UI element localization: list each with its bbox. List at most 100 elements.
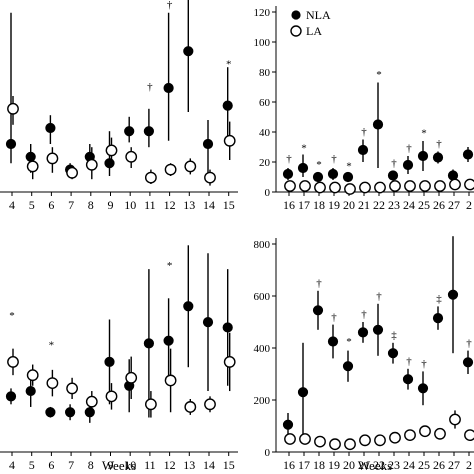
x-tick-label: 11 [144,198,156,212]
significance-marker: † [316,278,322,290]
x-tick-label: 17 [298,458,310,472]
data-point-open [389,180,401,192]
data-point-open [164,163,177,176]
x-tick-label: 27 [448,198,460,212]
y-tick-label: 200 [254,395,271,407]
data-point-open [464,429,474,441]
data-point-open [449,413,461,426]
y-tick-label: 60 [259,97,271,109]
data-point-filled [124,126,135,137]
significance-marker: * [346,161,352,173]
data-point-filled [25,385,36,397]
legend-marker-filled [291,10,301,20]
significance-marker: † [331,153,337,165]
x-tick-label: 21 [358,198,370,212]
data-point-filled [387,170,399,181]
panel-bottom-right: 16 17 18 19 20 21 22 23 24 25 26 27 20200400600800We… [254,236,474,473]
x-axis-title: Weeks [358,458,392,473]
x-tick-label: 2 [466,458,472,472]
significance-marker: † [361,309,367,321]
legend-label: NLA [306,8,331,22]
data-point-open [7,102,19,115]
data-point-open [66,382,79,395]
data-point-open [329,438,341,451]
significance-marker: ‡ [436,293,442,305]
data-point-open [314,435,326,448]
significance-marker: * [49,339,55,351]
data-point-open [374,181,386,194]
data-point-open [359,181,371,194]
significance-marker: † [391,158,397,170]
data-point-filled [387,348,399,359]
x-tick-label: 22 [373,198,385,212]
significance-marker: † [466,337,472,349]
significance-marker: * [167,260,173,272]
data-point-open [404,429,416,441]
y-tick-label: 100 [254,37,271,49]
x-axis-title: Weeks [102,458,136,473]
data-point-open [125,150,138,163]
data-point-open [144,398,157,411]
data-point-filled [183,46,194,57]
legend-marker-open [290,25,302,37]
x-tick-label: 19 [328,198,340,212]
y-tick-label: 400 [254,343,271,355]
x-tick-label: 5 [29,198,35,212]
y-tick-label: 20 [259,157,271,169]
significance-marker: * [346,336,352,348]
y-tick-label: 0 [265,447,271,459]
significance-marker: * [301,143,307,155]
x-tick-label: 8 [88,458,94,472]
data-point-open [164,374,177,387]
x-tick-label: 7 [68,198,74,212]
data-point-open [284,180,296,192]
data-point-open [125,371,138,384]
data-point-filled [282,168,294,180]
data-point-filled [143,338,154,349]
significance-marker: † [406,356,412,368]
significance-marker: † [421,358,427,370]
x-tick-label: 5 [29,458,35,472]
x-tick-label: 13 [183,458,195,472]
data-point-filled [357,327,369,338]
significance-marker: † [406,143,412,155]
x-tick-label: 24 [403,198,415,212]
data-point-filled [297,162,309,174]
data-point-filled [357,144,369,156]
data-point-open [434,180,446,192]
data-point-filled [372,324,384,335]
data-point-open [184,401,197,413]
data-point-filled [163,335,174,346]
data-point-filled [25,151,36,162]
data-point-open [105,144,118,157]
data-point-open [284,433,296,445]
data-point-open [389,431,401,444]
data-point-filled [45,407,56,418]
data-point-filled [202,138,214,150]
data-point-filled [5,138,17,150]
y-tick-label: 800 [254,239,271,251]
data-point-filled [462,149,474,160]
x-tick-label: 6 [48,458,54,472]
data-point-open [26,369,39,382]
x-tick-label: 22 [373,458,385,472]
x-tick-label: 15 [223,458,235,472]
data-point-open [299,433,311,445]
significance-marker: * [9,310,15,322]
data-point-filled [417,150,429,162]
significance-marker: † [436,138,442,150]
data-point-filled [45,122,56,134]
data-point-filled [84,407,95,418]
data-point-open [344,438,356,451]
x-tick-label: 7 [68,458,74,472]
x-tick-label: 4 [9,198,15,212]
x-tick-label: 14 [203,198,215,212]
x-tick-label: 14 [203,458,215,472]
x-tick-label: 27 [448,458,460,472]
data-point-open [299,180,311,192]
x-tick-label: 20 [343,198,355,212]
x-tick-label: 15 [223,198,235,212]
data-point-filled [402,159,414,171]
significance-marker: * [316,159,322,171]
